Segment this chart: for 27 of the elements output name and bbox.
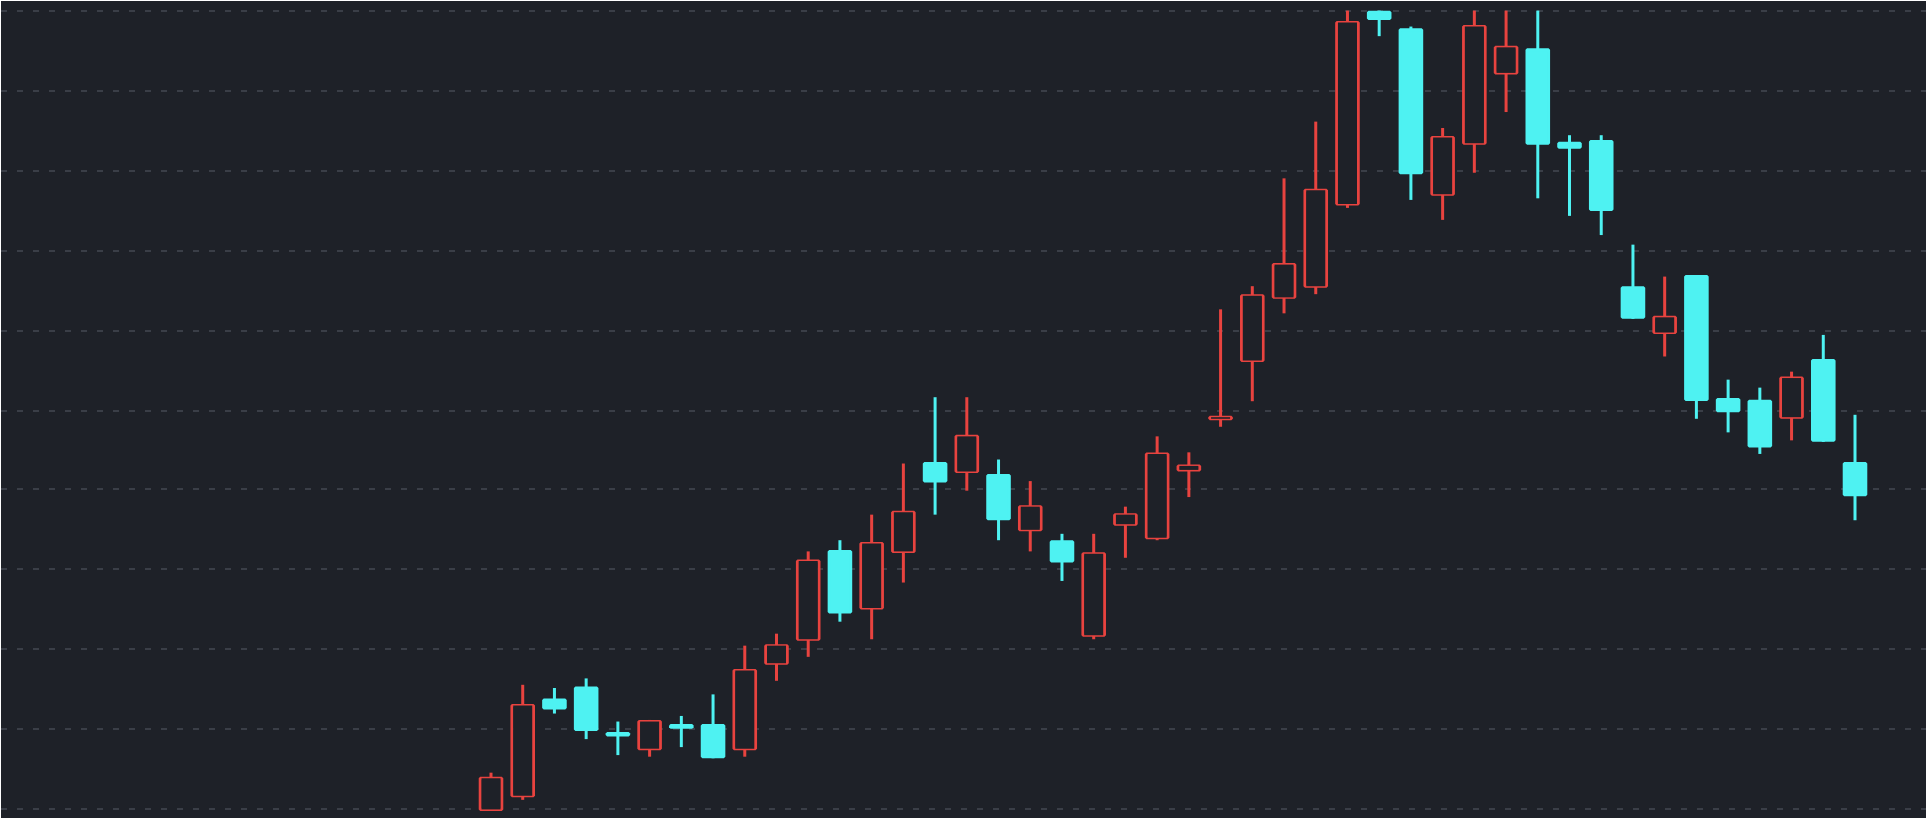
candlestick (764, 632, 789, 683)
candlestick (1176, 450, 1202, 499)
candlestick (700, 692, 726, 760)
candlestick (1620, 243, 1646, 321)
candlestick (1652, 275, 1677, 358)
candlestick (1208, 307, 1233, 429)
candlestick (1113, 505, 1138, 560)
candlestick (986, 458, 1011, 542)
candlestick (573, 676, 599, 741)
candlestick (1493, 9, 1519, 114)
candlestick (1557, 133, 1582, 218)
candlestick (922, 395, 948, 517)
candlestick (1049, 532, 1075, 583)
candlestick (1017, 479, 1043, 553)
candlestick (1747, 386, 1773, 456)
candlestick (1271, 176, 1297, 315)
candlestick (669, 714, 694, 749)
candlestick (1366, 9, 1392, 38)
candlestick (1779, 370, 1804, 442)
candlestick (637, 718, 662, 759)
candlestick (542, 686, 567, 716)
candlestick (954, 395, 980, 493)
candlestick (1715, 378, 1741, 434)
candlestick (1842, 413, 1868, 522)
candlestick (605, 720, 631, 757)
candlestick (891, 462, 916, 585)
candlestick (478, 771, 504, 811)
